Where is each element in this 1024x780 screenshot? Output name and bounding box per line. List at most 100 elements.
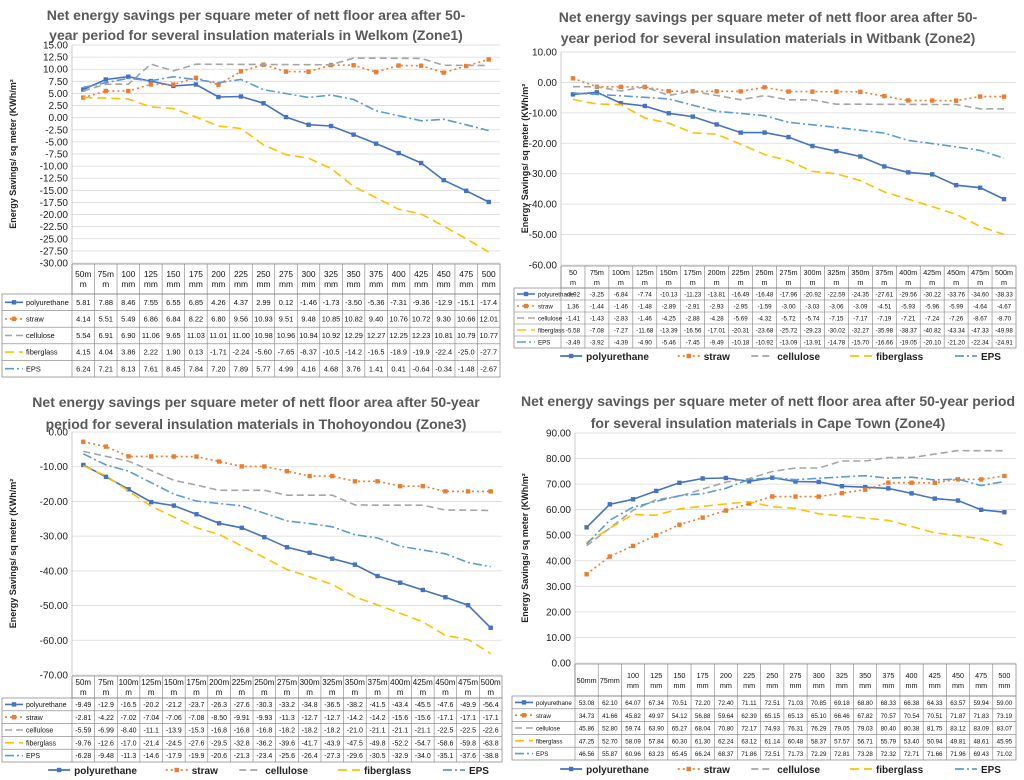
table-cell: 60.30 [672, 738, 688, 745]
x-category-label: 400m [899, 268, 917, 277]
data-point-straw [193, 75, 199, 81]
data-point-polyurethane [738, 130, 743, 135]
x-category-label: mm [211, 279, 225, 289]
table-cell: -35.98 [876, 328, 894, 335]
y-tick-label: 10.00 [43, 65, 68, 76]
data-point-straw [723, 508, 729, 513]
x-category-label: 75m [98, 269, 114, 279]
x-category-label: 475m [458, 678, 478, 687]
table-cell: -38.2 [347, 702, 363, 709]
y-tick-label: 2.50 [49, 101, 69, 112]
table-cell: 41.66 [602, 713, 618, 720]
table-cell: 81.75 [927, 726, 943, 733]
table-cell: 11.03 [187, 331, 205, 340]
y-tick-label: 90.00 [546, 429, 571, 440]
x-category-label: m [690, 278, 696, 287]
data-point-polyurethane [216, 521, 222, 526]
table-cell: -21.3 [234, 753, 250, 760]
x-category-label: m [953, 278, 959, 287]
table-row-label: straw [26, 715, 44, 722]
table-row-label: EPS [536, 751, 548, 758]
x-category-label: m [833, 278, 839, 287]
x-category-label: m [216, 688, 223, 697]
table-cell: 4.26 [211, 298, 225, 307]
x-category-label: mm [697, 681, 709, 690]
table-cell: -25.0 [458, 348, 475, 357]
x-category-label: mm [766, 681, 778, 690]
legend-label-straw: straw [192, 766, 218, 777]
x-category-label: 450 [437, 269, 451, 279]
table-cell: 65.13 [788, 713, 804, 720]
y-tick-label: 40.00 [546, 556, 571, 567]
table-cell: -15.1 [458, 298, 475, 307]
legend-label-cellulose: cellulose [265, 766, 308, 777]
table-cell: 12.29 [344, 331, 363, 340]
data-point-polyurethane [594, 90, 600, 95]
y-tick-label: -30.00 [529, 169, 558, 180]
data-point-polyurethane [262, 534, 267, 540]
table-cell: 10.98 [254, 331, 273, 340]
table-cell: -14.2 [347, 715, 363, 722]
table-cell: -22.5 [437, 728, 453, 735]
data-point-polyurethane [690, 114, 695, 119]
x-category-label: 275m [277, 678, 297, 687]
table-cell: 6.91 [99, 331, 113, 340]
y-tick-label: -25.00 [40, 234, 69, 245]
data-point-straw [216, 459, 222, 464]
x-category-label: mm [392, 279, 406, 289]
x-category-label: 150 [166, 269, 180, 279]
data-point-polyurethane [486, 199, 491, 205]
table-legend-marker-straw [521, 713, 527, 718]
table-cell: -7.04 [143, 715, 159, 722]
table-cell: 11.00 [232, 331, 250, 340]
data-point-polyurethane [714, 122, 719, 127]
table-cell: 56.88 [695, 713, 711, 720]
table-cell: 71.86 [741, 751, 757, 758]
legend-label-EPS: EPS [981, 352, 1001, 363]
x-category-label: 125 [650, 671, 662, 680]
data-point-polyurethane [906, 170, 911, 175]
data-point-polyurethane [882, 164, 887, 169]
y-tick-label: -20.00 [529, 139, 558, 150]
data-point-polyurethane [81, 462, 86, 468]
data-point-straw [375, 479, 380, 484]
x-category-label: 150 [673, 671, 685, 680]
data-point-polyurethane [103, 474, 109, 479]
table-cell: 71.96 [950, 751, 966, 758]
table-cell: 64.33 [927, 700, 943, 707]
x-category-label: 500 [482, 269, 496, 279]
table-cell: -34.8 [302, 702, 318, 709]
table-cell: -12.7 [324, 715, 340, 722]
chart-panel-2: Net energy savings per square meter of n… [513, 9, 1017, 363]
chart-title-line: year period for several insulation mater… [561, 30, 976, 46]
table-cell: -9.91 [234, 715, 250, 722]
data-point-straw [607, 554, 613, 559]
table-cell: 69.43 [973, 751, 989, 758]
table-cell: -25.72 [780, 328, 798, 335]
table-cell: 65.10 [811, 713, 827, 720]
data-point-polyurethane [171, 503, 177, 508]
table-cell: 52.80 [602, 726, 618, 733]
y-tick-label: -7.50 [45, 150, 68, 161]
table-cell: -15.3 [188, 728, 204, 735]
table-cell: -3.92 [566, 292, 581, 299]
x-category-label: 475 [459, 269, 473, 279]
x-category-label: 275m [780, 268, 798, 277]
series-line-cellulose [83, 450, 491, 512]
x-category-label: mm [906, 681, 918, 690]
x-category-label: m [905, 278, 911, 287]
x-category-label: m [103, 688, 110, 697]
legend-marker-straw [686, 353, 691, 359]
data-point-straw [793, 494, 798, 499]
table-cell: 10.96 [277, 331, 296, 340]
x-category-label: m [594, 278, 600, 287]
table-cell: -20.6 [211, 753, 227, 760]
x-category-label: 425m [923, 268, 941, 277]
data-point-polyurethane [238, 94, 244, 99]
table-cell: -29.5 [211, 740, 227, 747]
table-cell: 66.38 [904, 700, 920, 707]
table-cell: 4.68 [324, 364, 338, 373]
x-category-label: 350 [347, 269, 361, 279]
x-category-label: 425 [929, 671, 941, 680]
table-cell: 3.76 [346, 364, 360, 373]
